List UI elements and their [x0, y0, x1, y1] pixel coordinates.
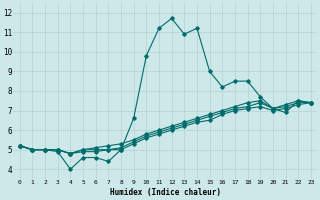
X-axis label: Humidex (Indice chaleur): Humidex (Indice chaleur) [110, 188, 221, 197]
